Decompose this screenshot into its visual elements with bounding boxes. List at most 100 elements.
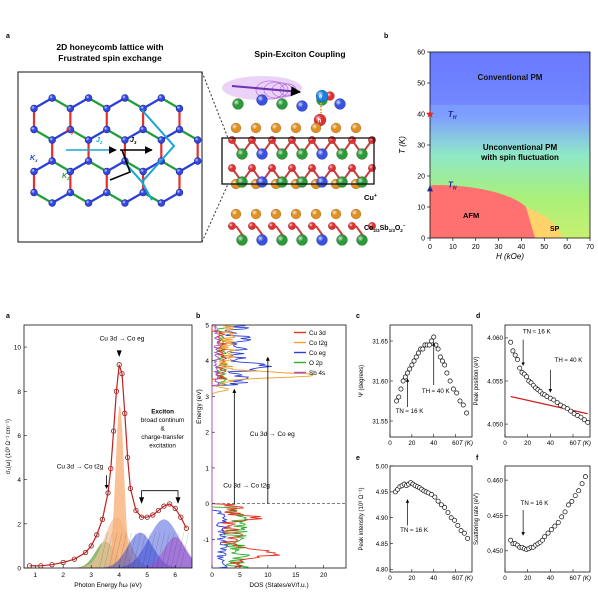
optical-fit-line — [29, 364, 187, 567]
small-data-point — [398, 386, 404, 392]
panel-b-label: b — [384, 33, 388, 40]
opt-x-tick-label: 2 — [61, 572, 65, 579]
small-data-point — [564, 406, 570, 412]
o-atom-shine — [288, 222, 296, 230]
ann-bracket-arrow-1 — [139, 497, 145, 504]
lattice-site-shine — [157, 199, 165, 207]
o-atom-shine — [268, 164, 276, 172]
cu-atom-shine — [251, 123, 261, 133]
small-y-label: Peak intensity (10³ Ω⁻¹) — [359, 487, 365, 550]
small-y-tick-label: 4.85 — [376, 541, 389, 548]
exciton-hole-shine — [314, 114, 326, 126]
small-data-point — [454, 390, 460, 396]
lattice-site-shine — [157, 94, 165, 102]
opt-y-label: σ₁(ω) (10³ Ω⁻¹ cm⁻¹) — [6, 419, 12, 474]
x-tick-label: 0 — [428, 244, 432, 251]
y-tick-label: 60 — [417, 50, 425, 57]
co-sb-atom-shine — [236, 234, 248, 246]
co-sb-atom-shine — [256, 148, 268, 160]
small-x-tick-label: 60 — [569, 440, 577, 447]
crystal-structure: eh — [222, 76, 377, 246]
small-data-point — [409, 362, 415, 368]
panel-a-label: a — [6, 33, 10, 40]
small-data-point — [426, 342, 432, 348]
opt-y-tick-label: 8 — [17, 389, 21, 396]
small-x-tick-label: 40 — [547, 440, 555, 447]
arrow1-label: Cu 3d → Co t2g — [223, 483, 270, 490]
lattice-site-shine — [66, 189, 74, 196]
small-y-label: Peak position (eV) — [474, 356, 480, 405]
spin-arrow — [231, 85, 301, 97]
co-sb-atom-shine — [296, 148, 308, 160]
ann-exciton-2: & — [160, 425, 165, 432]
hatch-line — [161, 532, 170, 569]
dos-legend-label: Cu 3d — [309, 330, 326, 337]
co-sb-atom-shine — [356, 176, 368, 188]
lattice-site-shine — [30, 189, 38, 196]
small-y-tick-label: 4.055 — [487, 378, 503, 385]
dos-y-label: Energy (eV) — [196, 389, 203, 424]
small-y-tick-label: 31.60 — [372, 378, 388, 385]
lattice-site-shine — [121, 199, 129, 207]
lattice-site-shine — [139, 126, 147, 133]
y-tick-label: 30 — [417, 143, 425, 150]
optical-data-point — [155, 507, 161, 514]
small-data-point — [429, 491, 434, 497]
small-data-point — [450, 386, 456, 392]
cu-atom-shine — [331, 123, 341, 133]
o-atom-shine — [228, 164, 236, 172]
dos-legend-label: Sb 4s — [309, 370, 325, 377]
optical-data-point — [161, 503, 167, 509]
co-sb-atom-shine — [276, 234, 288, 246]
optical-data-point — [183, 525, 189, 531]
small-x-tick-label: 0 — [503, 575, 507, 582]
small-data-point — [551, 397, 557, 403]
ann-exciton-3: charge-transfer — [141, 434, 184, 441]
small-x-tick-label: 20 — [524, 440, 532, 447]
bond-label-sub: x — [34, 158, 38, 163]
small-x-tick-label: 0 — [388, 440, 392, 447]
small-data-point — [413, 354, 419, 360]
small-data-point — [539, 537, 545, 543]
x-tick-label: 50 — [540, 244, 548, 251]
y-axis-label: T (K) — [398, 136, 407, 154]
small-data-point — [510, 348, 516, 354]
co-sb-atom-shine — [276, 176, 288, 188]
lattice-title-2: Frustrated spin exchange — [58, 53, 162, 63]
small-x-tick-label: 20 — [524, 575, 532, 582]
small-data-point — [438, 502, 444, 508]
small-data-point — [555, 520, 561, 525]
hatch-line — [108, 532, 118, 569]
ann-eg: Cu 3d → Co eg — [100, 335, 145, 342]
coupling-title: Spin-Exciton Coupling — [254, 49, 345, 59]
fit-peak-orange-broad — [24, 517, 192, 568]
y-tick-label: 50 — [417, 81, 425, 88]
hatch-line — [142, 532, 151, 569]
zoom-line-top — [201, 71, 229, 139]
dos-x-label: DOS (States/eV/f.u.) — [249, 582, 308, 589]
tn-triangle-marker — [427, 185, 433, 192]
y-tick-label: 0 — [421, 236, 425, 243]
small-data-point — [407, 366, 413, 372]
o-atom-shine — [368, 164, 376, 172]
opt-y-tick-label: 2 — [17, 521, 21, 528]
y-tick-label: 10 — [417, 205, 425, 212]
lattice-site-shine — [176, 189, 183, 196]
co-sb-atom-shine — [296, 234, 308, 246]
co-sb-atom-shine — [336, 234, 348, 246]
small-data-point — [578, 414, 584, 420]
dos-x-tick-label: 20 — [320, 572, 328, 579]
small-data-point — [448, 515, 454, 521]
optical-data-point — [178, 514, 184, 520]
small-y-tick-label: 31.65 — [372, 338, 388, 345]
small-x-label: T (K) — [459, 575, 473, 582]
lattice-site-shine — [194, 157, 202, 165]
hatch-line — [180, 532, 189, 569]
small-data-point — [452, 517, 457, 523]
bond-label: Kx — [30, 155, 38, 163]
d-ann-tn: TN ≈ 16 K — [523, 329, 552, 336]
lattice-site-shine — [176, 126, 183, 133]
dos-y-tick-label: 5 — [205, 323, 209, 330]
f-ann-tn: TN ≈ 16 K — [521, 500, 550, 507]
bond-label-sub: 3 — [134, 140, 137, 145]
